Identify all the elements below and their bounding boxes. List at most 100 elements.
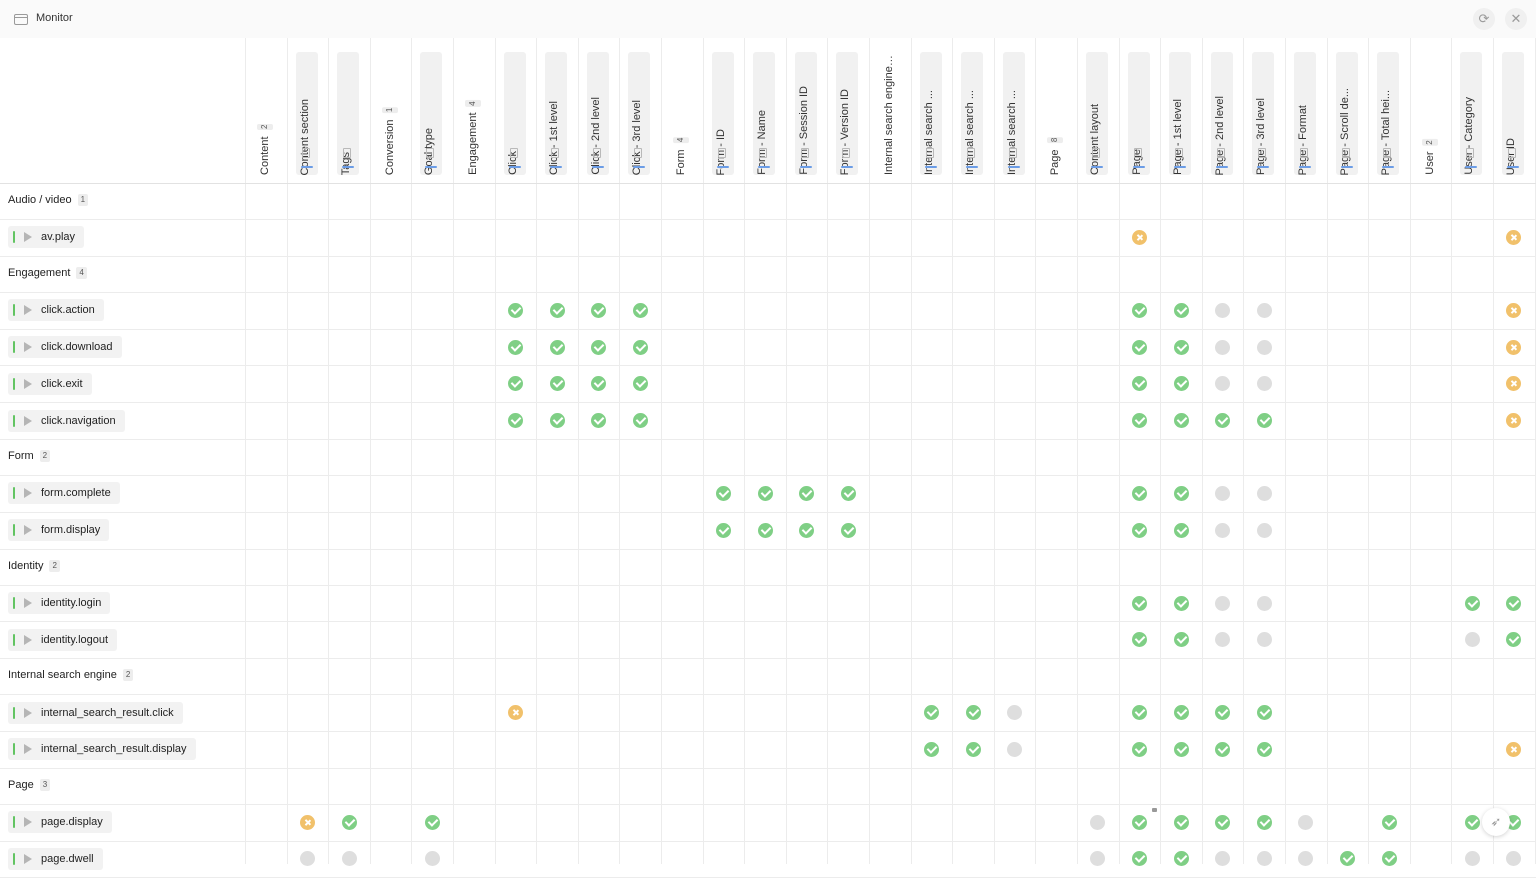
- check-circle-icon[interactable]: [924, 742, 939, 757]
- event-item[interactable]: internal_search_result.click: [8, 701, 183, 724]
- check-circle-icon[interactable]: [508, 376, 523, 391]
- check-circle-icon[interactable]: [1132, 742, 1147, 757]
- check-circle-icon[interactable]: [1257, 413, 1272, 428]
- check-circle-icon[interactable]: [633, 340, 648, 355]
- play-icon[interactable]: [24, 488, 32, 499]
- check-circle-icon[interactable]: [1215, 413, 1230, 428]
- play-icon[interactable]: [24, 305, 32, 316]
- event-item[interactable]: identity.logout: [8, 628, 118, 651]
- empty-circle-icon[interactable]: [300, 851, 315, 866]
- check-circle-icon[interactable]: [550, 340, 565, 355]
- column-config-icon[interactable]: [842, 148, 850, 158]
- check-circle-icon[interactable]: [1174, 705, 1189, 720]
- empty-circle-icon[interactable]: [1298, 815, 1313, 830]
- check-circle-icon[interactable]: [1215, 705, 1230, 720]
- column-config-icon[interactable]: [302, 148, 310, 158]
- check-circle-icon[interactable]: [1506, 596, 1521, 611]
- empty-circle-icon[interactable]: [1465, 632, 1480, 647]
- play-icon[interactable]: [24, 634, 32, 645]
- event-item[interactable]: page.dwell: [8, 848, 103, 870]
- column-config-icon[interactable]: [1217, 148, 1225, 158]
- warning-circle-icon[interactable]: [300, 815, 315, 830]
- empty-circle-icon[interactable]: [1090, 815, 1105, 830]
- column-header[interactable]: Page - Format: [1285, 38, 1326, 183]
- empty-circle-icon[interactable]: [1215, 596, 1230, 611]
- check-circle-icon[interactable]: [1257, 815, 1272, 830]
- check-circle-icon[interactable]: [1132, 632, 1147, 647]
- empty-circle-icon[interactable]: [1257, 303, 1272, 318]
- check-circle-icon[interactable]: [1174, 486, 1189, 501]
- event-item[interactable]: click.exit: [8, 372, 92, 395]
- empty-circle-icon[interactable]: [1506, 851, 1521, 866]
- check-circle-icon[interactable]: [342, 815, 357, 830]
- column-header[interactable]: Form - Session ID: [786, 38, 827, 183]
- play-icon[interactable]: [24, 707, 32, 718]
- empty-circle-icon[interactable]: [1257, 632, 1272, 647]
- check-circle-icon[interactable]: [508, 303, 523, 318]
- check-circle-icon[interactable]: [1174, 851, 1189, 866]
- check-circle-icon[interactable]: [1174, 376, 1189, 391]
- column-config-icon[interactable]: [426, 148, 434, 158]
- column-header[interactable]: Form - ID: [703, 38, 744, 183]
- check-circle-icon[interactable]: [633, 303, 648, 318]
- empty-circle-icon[interactable]: [1007, 705, 1022, 720]
- check-circle-icon[interactable]: [1174, 340, 1189, 355]
- check-circle-icon[interactable]: [841, 523, 856, 538]
- column-config-icon[interactable]: [1134, 148, 1142, 158]
- empty-circle-icon[interactable]: [1215, 340, 1230, 355]
- event-item[interactable]: click.navigation: [8, 409, 125, 432]
- play-icon[interactable]: [24, 232, 32, 243]
- column-config-icon[interactable]: [759, 148, 767, 158]
- column-header[interactable]: Tags: [328, 38, 369, 183]
- empty-circle-icon[interactable]: [1257, 596, 1272, 611]
- column-config-icon[interactable]: [1383, 148, 1391, 158]
- check-circle-icon[interactable]: [550, 376, 565, 391]
- column-header[interactable]: Internal search ...: [911, 38, 952, 183]
- play-icon[interactable]: [24, 854, 32, 864]
- warning-circle-icon[interactable]: [1506, 413, 1521, 428]
- empty-circle-icon[interactable]: [1257, 376, 1272, 391]
- check-circle-icon[interactable]: [633, 376, 648, 391]
- check-circle-icon[interactable]: [1132, 486, 1147, 501]
- check-circle-icon[interactable]: [716, 523, 731, 538]
- column-header[interactable]: Page: [1119, 38, 1160, 183]
- check-circle-icon[interactable]: [1174, 815, 1189, 830]
- column-header[interactable]: Page - Total hei...: [1368, 38, 1409, 183]
- check-circle-icon[interactable]: [508, 413, 523, 428]
- column-header[interactable]: Page - 1st level: [1160, 38, 1201, 183]
- event-item[interactable]: click.download: [8, 336, 122, 358]
- column-header[interactable]: Click - 1st level: [536, 38, 577, 183]
- warning-circle-icon[interactable]: [1506, 742, 1521, 757]
- check-circle-icon[interactable]: [1257, 705, 1272, 720]
- check-circle-icon[interactable]: [1382, 851, 1397, 866]
- column-header[interactable]: Click - 2nd level: [578, 38, 619, 183]
- empty-circle-icon[interactable]: [1007, 742, 1022, 757]
- check-circle-icon[interactable]: [1174, 413, 1189, 428]
- column-header[interactable]: Content section: [287, 38, 328, 183]
- refresh-icon[interactable]: ⟳: [1473, 8, 1495, 30]
- check-circle-icon[interactable]: [966, 705, 981, 720]
- check-circle-icon[interactable]: [550, 413, 565, 428]
- play-icon[interactable]: [24, 817, 32, 828]
- check-circle-icon[interactable]: [1174, 742, 1189, 757]
- empty-circle-icon[interactable]: [1215, 376, 1230, 391]
- event-item[interactable]: form.display: [8, 519, 110, 542]
- check-circle-icon[interactable]: [924, 705, 939, 720]
- check-circle-icon[interactable]: [425, 815, 440, 830]
- column-config-icon[interactable]: [801, 148, 809, 158]
- play-icon[interactable]: [24, 598, 32, 608]
- column-config-icon[interactable]: [1258, 148, 1266, 158]
- empty-circle-icon[interactable]: [342, 851, 357, 866]
- column-header[interactable]: Goal type: [411, 38, 452, 183]
- column-config-icon[interactable]: [551, 148, 559, 158]
- column-header[interactable]: User ID: [1493, 38, 1534, 183]
- check-circle-icon[interactable]: [1132, 815, 1147, 830]
- check-circle-icon[interactable]: [966, 742, 981, 757]
- check-circle-icon[interactable]: [550, 303, 565, 318]
- column-config-icon[interactable]: [1342, 148, 1350, 158]
- column-config-icon[interactable]: [593, 148, 601, 158]
- warning-circle-icon[interactable]: [1506, 303, 1521, 318]
- play-icon[interactable]: [24, 525, 32, 536]
- empty-circle-icon[interactable]: [1257, 523, 1272, 538]
- check-circle-icon[interactable]: [799, 486, 814, 501]
